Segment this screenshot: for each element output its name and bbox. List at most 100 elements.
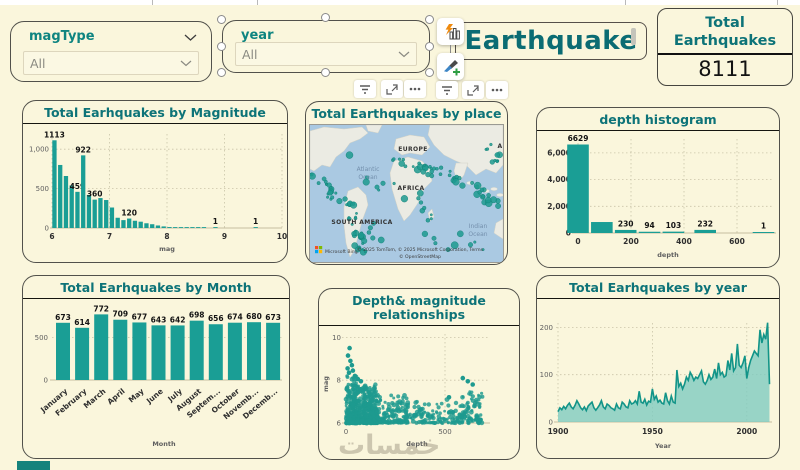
bar[interactable] bbox=[253, 227, 258, 228]
scatter-point[interactable] bbox=[394, 418, 399, 423]
scatter-point[interactable] bbox=[474, 399, 478, 404]
earthquake-location-dot[interactable] bbox=[374, 184, 380, 190]
year-slicer[interactable]: year All bbox=[222, 20, 430, 73]
scatter-point[interactable] bbox=[360, 388, 364, 392]
scatter-point[interactable] bbox=[362, 394, 367, 399]
bar[interactable] bbox=[112, 319, 127, 380]
earthquake-location-dot[interactable] bbox=[380, 180, 386, 186]
scatter-point[interactable] bbox=[453, 400, 458, 406]
area-fill[interactable] bbox=[557, 322, 770, 422]
earthquake-location-dot[interactable] bbox=[371, 220, 376, 226]
earthquake-location-dot[interactable] bbox=[422, 205, 427, 211]
map-attribution[interactable]: © 2025 TomTom, © 2025 Microsoft Corporat… bbox=[357, 246, 484, 253]
bar[interactable] bbox=[55, 322, 70, 380]
filter-icon[interactable] bbox=[354, 80, 376, 98]
more-options-icon[interactable] bbox=[404, 80, 426, 98]
earthquake-location-dot[interactable] bbox=[481, 248, 485, 252]
earthquake-location-dot[interactable] bbox=[362, 178, 370, 186]
earthquake-location-dot[interactable] bbox=[429, 217, 433, 221]
selection-handle[interactable] bbox=[321, 13, 330, 22]
scatter-point[interactable] bbox=[446, 410, 451, 414]
selection-handle[interactable] bbox=[321, 68, 330, 77]
selection-handle[interactable] bbox=[217, 42, 226, 51]
earthquake-location-dot[interactable] bbox=[416, 196, 421, 201]
scatter-point[interactable] bbox=[347, 390, 352, 395]
scatter-point[interactable] bbox=[376, 400, 380, 404]
scatter-point[interactable] bbox=[411, 404, 417, 410]
bar[interactable] bbox=[103, 200, 108, 228]
magtype-slicer[interactable]: magType All bbox=[10, 21, 212, 82]
scatter-point[interactable] bbox=[439, 416, 442, 420]
scatter-point[interactable] bbox=[403, 415, 407, 420]
format-brush-icon[interactable] bbox=[437, 53, 464, 80]
earthquake-location-dot[interactable] bbox=[473, 240, 477, 244]
bar[interactable] bbox=[86, 194, 91, 228]
scatter-point[interactable] bbox=[381, 418, 386, 424]
scatter-point[interactable] bbox=[350, 420, 355, 426]
scatter-point[interactable] bbox=[349, 402, 355, 408]
scatter-point[interactable] bbox=[376, 407, 381, 411]
map-chart-card[interactable]: Total Earthquakes by place EUROPE AFRICA S… bbox=[305, 101, 508, 265]
earthquake-location-dot[interactable] bbox=[367, 225, 373, 231]
bar[interactable] bbox=[178, 227, 183, 228]
bar[interactable] bbox=[170, 325, 185, 380]
scatter-point[interactable] bbox=[345, 353, 350, 358]
scatter-point[interactable] bbox=[388, 393, 393, 398]
scatter-point[interactable] bbox=[458, 415, 464, 421]
scatter-point[interactable] bbox=[394, 421, 397, 425]
scatter-point[interactable] bbox=[419, 413, 423, 417]
bar[interactable] bbox=[80, 155, 85, 228]
earthquake-location-dot[interactable] bbox=[355, 246, 361, 253]
scatter-point[interactable] bbox=[473, 414, 479, 419]
bar[interactable] bbox=[97, 198, 103, 228]
scatter-point[interactable] bbox=[389, 419, 392, 423]
bar[interactable] bbox=[74, 191, 80, 228]
scatter-point[interactable] bbox=[445, 403, 450, 408]
scatter-point[interactable] bbox=[476, 393, 480, 397]
earthquake-location-dot[interactable] bbox=[350, 222, 354, 226]
scatter-point[interactable] bbox=[469, 382, 475, 387]
earthquake-location-dot[interactable] bbox=[418, 200, 424, 205]
scatter-point[interactable] bbox=[434, 411, 438, 415]
earthquake-location-dot[interactable] bbox=[438, 172, 443, 177]
scatter-point[interactable] bbox=[385, 420, 391, 425]
bar[interactable] bbox=[662, 231, 684, 233]
bar[interactable] bbox=[131, 322, 146, 380]
scatter-point[interactable] bbox=[465, 413, 470, 419]
scatter-point[interactable] bbox=[465, 379, 470, 384]
earthquake-location-dot[interactable] bbox=[431, 235, 437, 241]
scatter-point[interactable] bbox=[362, 421, 366, 425]
scatter-point[interactable] bbox=[391, 402, 396, 408]
scatter-point[interactable] bbox=[400, 395, 405, 400]
magtype-dropdown[interactable]: All bbox=[23, 51, 199, 75]
bar[interactable] bbox=[92, 199, 97, 228]
scatter-point[interactable] bbox=[435, 419, 440, 425]
earthquake-location-dot[interactable] bbox=[417, 189, 424, 197]
earthquake-location-dot[interactable] bbox=[421, 230, 429, 238]
bar[interactable] bbox=[195, 227, 200, 228]
year-area-chart[interactable]: 0 100 200 1900 1950 2000 Year bbox=[538, 299, 779, 454]
bar[interactable] bbox=[115, 217, 120, 228]
scatter-point[interactable] bbox=[411, 412, 417, 418]
scatter-point[interactable] bbox=[431, 420, 436, 425]
scatter-point[interactable] bbox=[430, 415, 436, 421]
bar[interactable] bbox=[227, 322, 242, 380]
earthquake-location-dot[interactable] bbox=[351, 231, 357, 237]
scatter-point[interactable] bbox=[468, 409, 474, 415]
scatter-point[interactable] bbox=[372, 402, 376, 406]
earthquake-location-dot[interactable] bbox=[445, 247, 451, 253]
earthquake-location-dot[interactable] bbox=[354, 215, 358, 219]
earthquake-location-dot[interactable] bbox=[481, 194, 486, 199]
scatter-point[interactable] bbox=[381, 411, 386, 416]
scatter-point[interactable] bbox=[405, 420, 409, 425]
scatter-point[interactable] bbox=[355, 398, 360, 403]
scatter-point[interactable] bbox=[349, 377, 354, 382]
scatter-point[interactable] bbox=[354, 381, 358, 385]
scatter-point[interactable] bbox=[386, 402, 390, 406]
earthquake-location-dot[interactable] bbox=[336, 198, 343, 205]
scatter-point[interactable] bbox=[345, 420, 351, 426]
focus-mode-icon[interactable] bbox=[381, 80, 403, 98]
scatter-point[interactable] bbox=[349, 362, 354, 368]
earthquake-location-dot[interactable] bbox=[473, 181, 482, 190]
scatter-point[interactable] bbox=[451, 414, 455, 418]
